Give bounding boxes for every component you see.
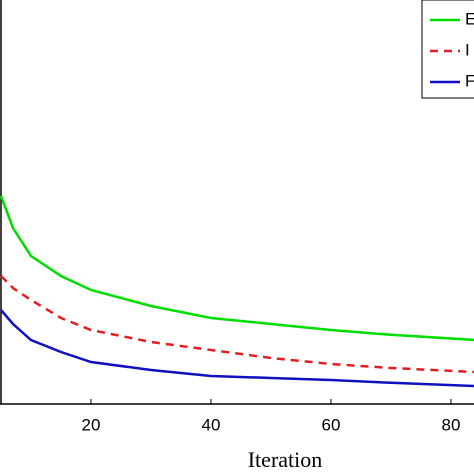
x-tick-label: 40 <box>202 415 221 434</box>
legend-label: E <box>465 9 474 28</box>
x-tick-label: 60 <box>322 415 341 434</box>
line-series <box>0 275 474 374</box>
x-axis-title: Iteration <box>248 447 323 472</box>
line-series <box>0 309 474 388</box>
legend-label: F <box>465 71 474 90</box>
x-tick-label: 80 <box>442 415 461 434</box>
plot-area <box>0 195 474 388</box>
x-tick-label: 20 <box>82 415 101 434</box>
line-series <box>0 195 474 342</box>
legend-label: I <box>465 40 470 59</box>
